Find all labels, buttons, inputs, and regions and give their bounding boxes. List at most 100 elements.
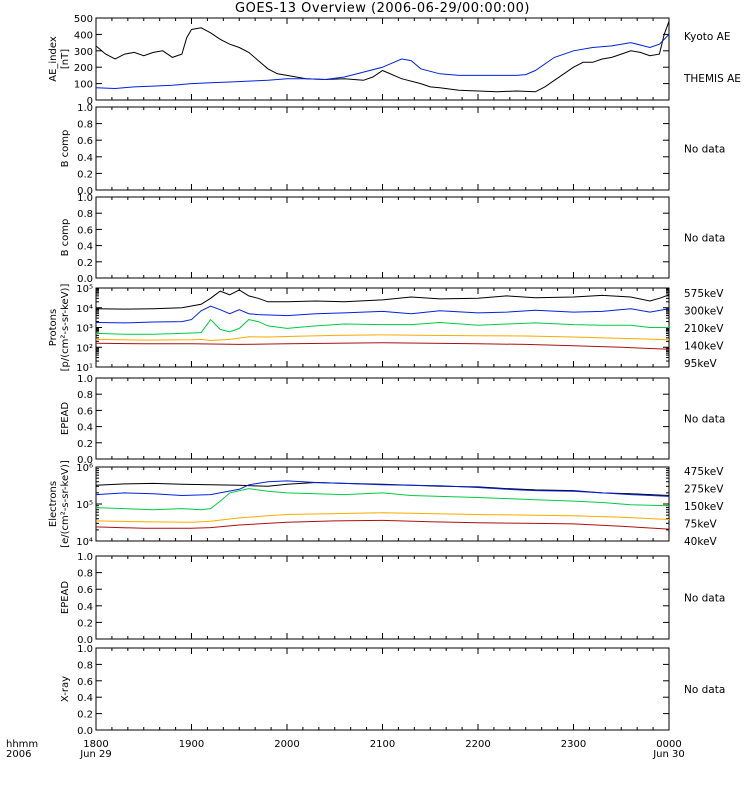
y-axis-label: EPEAD — [60, 581, 71, 615]
y-axis-label: AE_index — [48, 36, 59, 82]
series-line-kyoto-ae — [95, 21, 670, 93]
series-line-75kev — [95, 480, 670, 497]
legend-entry-kyoto-ae: Kyoto AE — [684, 31, 730, 43]
legend-entry-40keV: 40keV — [684, 536, 718, 548]
x-tick-label: 2000 — [274, 739, 299, 750]
y-tick-label: 1.0 — [77, 552, 93, 563]
panel-frame-5 — [95, 466, 670, 542]
y-tick-label: 10⁴ — [76, 304, 93, 315]
legend-entry-575keV: 575keV — [684, 288, 724, 300]
series-line-475kev — [95, 519, 670, 530]
y-tick-label: 0 — [87, 96, 93, 107]
series-line-210kev — [95, 318, 669, 335]
no-data-label: No data — [684, 233, 725, 245]
legend-entry-210keV: 210keV — [684, 323, 724, 335]
x-tick-label: 1800 — [83, 739, 108, 750]
legend-entry-140keV: 140keV — [684, 341, 724, 353]
panel-frame-2 — [95, 196, 670, 279]
y-axis-label: B comp — [60, 219, 71, 257]
y-tick-label: 0.8 — [77, 120, 93, 131]
y-axis-label: Electrons — [48, 481, 59, 527]
panel-frame-6 — [95, 555, 670, 640]
y-tick-label: 0.6 — [77, 585, 93, 596]
no-data-label: No data — [684, 414, 725, 426]
y-tick-label: 300 — [74, 47, 93, 58]
legend-entry-150keV: 150keV — [684, 501, 724, 513]
y-tick-label: 0.8 — [77, 569, 93, 580]
legend-entry-themis-ae: THEMIS AE — [683, 73, 741, 85]
y-tick-label: 0.4 — [77, 423, 93, 434]
x-corner-label: hhmm — [6, 739, 38, 750]
series-line-275kev — [95, 512, 670, 523]
x-corner-label: 2006 — [6, 749, 31, 760]
page-title: GOES-13 Overview (2006-06-29/00:00:00) — [235, 1, 530, 16]
legend-entry-475keV: 475keV — [684, 466, 724, 478]
x-tick-sub-label: Jun 30 — [652, 749, 685, 760]
series-line-themis-ae — [95, 34, 670, 90]
panel-frame-4 — [95, 377, 670, 460]
y-tick-label: 0.2 — [77, 258, 93, 269]
panel-frame-1 — [95, 106, 670, 191]
x-tick-label: 1900 — [179, 739, 204, 750]
y-tick-label: 10⁴ — [76, 537, 93, 548]
y-axis-label: EPEAD — [60, 402, 71, 436]
y-axis-label: [nT] — [60, 49, 71, 69]
y-axis-label: [e/(cm²-s-sr-keV)] — [60, 460, 71, 548]
x-tick-label: 2100 — [370, 739, 395, 750]
y-tick-label: 0.4 — [77, 153, 93, 164]
x-tick-label: 2300 — [561, 739, 586, 750]
y-tick-label: 1.0 — [77, 103, 93, 114]
y-tick-label: 0.6 — [77, 406, 93, 417]
y-tick-label: 10² — [76, 343, 93, 354]
y-tick-label: 10⁶ — [76, 463, 93, 474]
y-tick-label: 0.2 — [77, 439, 93, 450]
y-tick-label: 10⁵ — [76, 284, 93, 295]
y-tick-label: 0.6 — [77, 225, 93, 236]
x-tick-label: 2200 — [465, 739, 490, 750]
y-axis-label: [p/(cm²-s-sr-keV)] — [60, 284, 71, 372]
series-line-150kev — [95, 488, 670, 511]
y-tick-label: 1.0 — [77, 193, 93, 204]
y-tick-label: 0.4 — [77, 693, 93, 704]
no-data-label: No data — [684, 684, 725, 696]
panel-frame-7 — [95, 647, 670, 731]
y-tick-label: 10¹ — [76, 363, 93, 374]
y-axis-label: B comp — [60, 130, 71, 168]
y-tick-label: 0.4 — [77, 242, 93, 253]
y-tick-label: 0.0 — [77, 455, 93, 466]
legend-entry-275keV: 275keV — [684, 484, 724, 496]
x-tick-label: 0000 — [656, 739, 681, 750]
no-data-label: No data — [684, 593, 725, 605]
y-tick-label: 0.8 — [77, 209, 93, 220]
y-axis-label: X-ray — [60, 676, 71, 702]
y-tick-label: 100 — [74, 80, 93, 91]
y-tick-label: 0.8 — [77, 660, 93, 671]
y-tick-label: 200 — [74, 63, 93, 74]
x-tick-sub-label: Jun 29 — [79, 749, 112, 760]
y-tick-label: 0.0 — [77, 726, 93, 737]
panel-frame-0 — [95, 17, 670, 101]
y-tick-label: 0.0 — [77, 635, 93, 646]
y-tick-label: 0.4 — [77, 602, 93, 613]
no-data-label: No data — [684, 144, 725, 156]
y-tick-label: 0.0 — [77, 274, 93, 285]
y-tick-label: 0.2 — [77, 710, 93, 721]
legend-entry-300keV: 300keV — [684, 306, 724, 318]
series-line-140kev — [95, 305, 670, 324]
y-tick-label: 0.6 — [77, 136, 93, 147]
y-tick-label: 1.0 — [77, 644, 93, 655]
y-tick-label: 500 — [74, 14, 93, 25]
y-tick-label: 10³ — [76, 324, 93, 335]
y-tick-label: 0.2 — [77, 618, 93, 629]
y-tick-label: 0.0 — [77, 186, 93, 197]
y-tick-label: 10⁵ — [76, 500, 93, 511]
y-tick-label: 0.2 — [77, 169, 93, 180]
series-line-575kev — [95, 342, 670, 350]
y-tick-label: 400 — [74, 30, 93, 41]
y-tick-label: 1.0 — [77, 374, 93, 385]
y-tick-label: 0.6 — [77, 677, 93, 688]
legend-entry-95keV: 95keV — [684, 358, 718, 370]
y-tick-label: 0.8 — [77, 390, 93, 401]
y-axis-label: Protons — [48, 309, 59, 346]
